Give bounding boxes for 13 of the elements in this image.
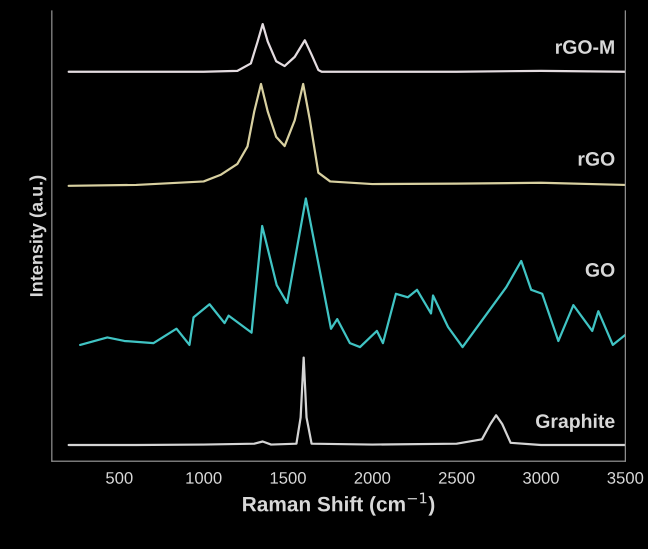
series-label: rGO bbox=[578, 152, 614, 166]
x-tick-label: 2000 bbox=[354, 472, 390, 484]
x-tick-label: 3500 bbox=[607, 472, 644, 484]
x-tick-label: 1500 bbox=[270, 472, 306, 484]
series-label: Graphite bbox=[536, 414, 615, 432]
x-tick-label: 1000 bbox=[186, 472, 222, 484]
series-label: rGO-M bbox=[556, 40, 614, 54]
x-tick-label: 3000 bbox=[523, 472, 559, 484]
x-tick-label: 500 bbox=[106, 472, 133, 484]
y-axis-title: Intensity (a.u.) bbox=[29, 176, 46, 296]
series-label: GO bbox=[586, 263, 614, 277]
x-axis-title: Raman Shift (cm$^{−1}$) bbox=[243, 492, 434, 516]
x-tick-label: 2500 bbox=[438, 472, 475, 484]
